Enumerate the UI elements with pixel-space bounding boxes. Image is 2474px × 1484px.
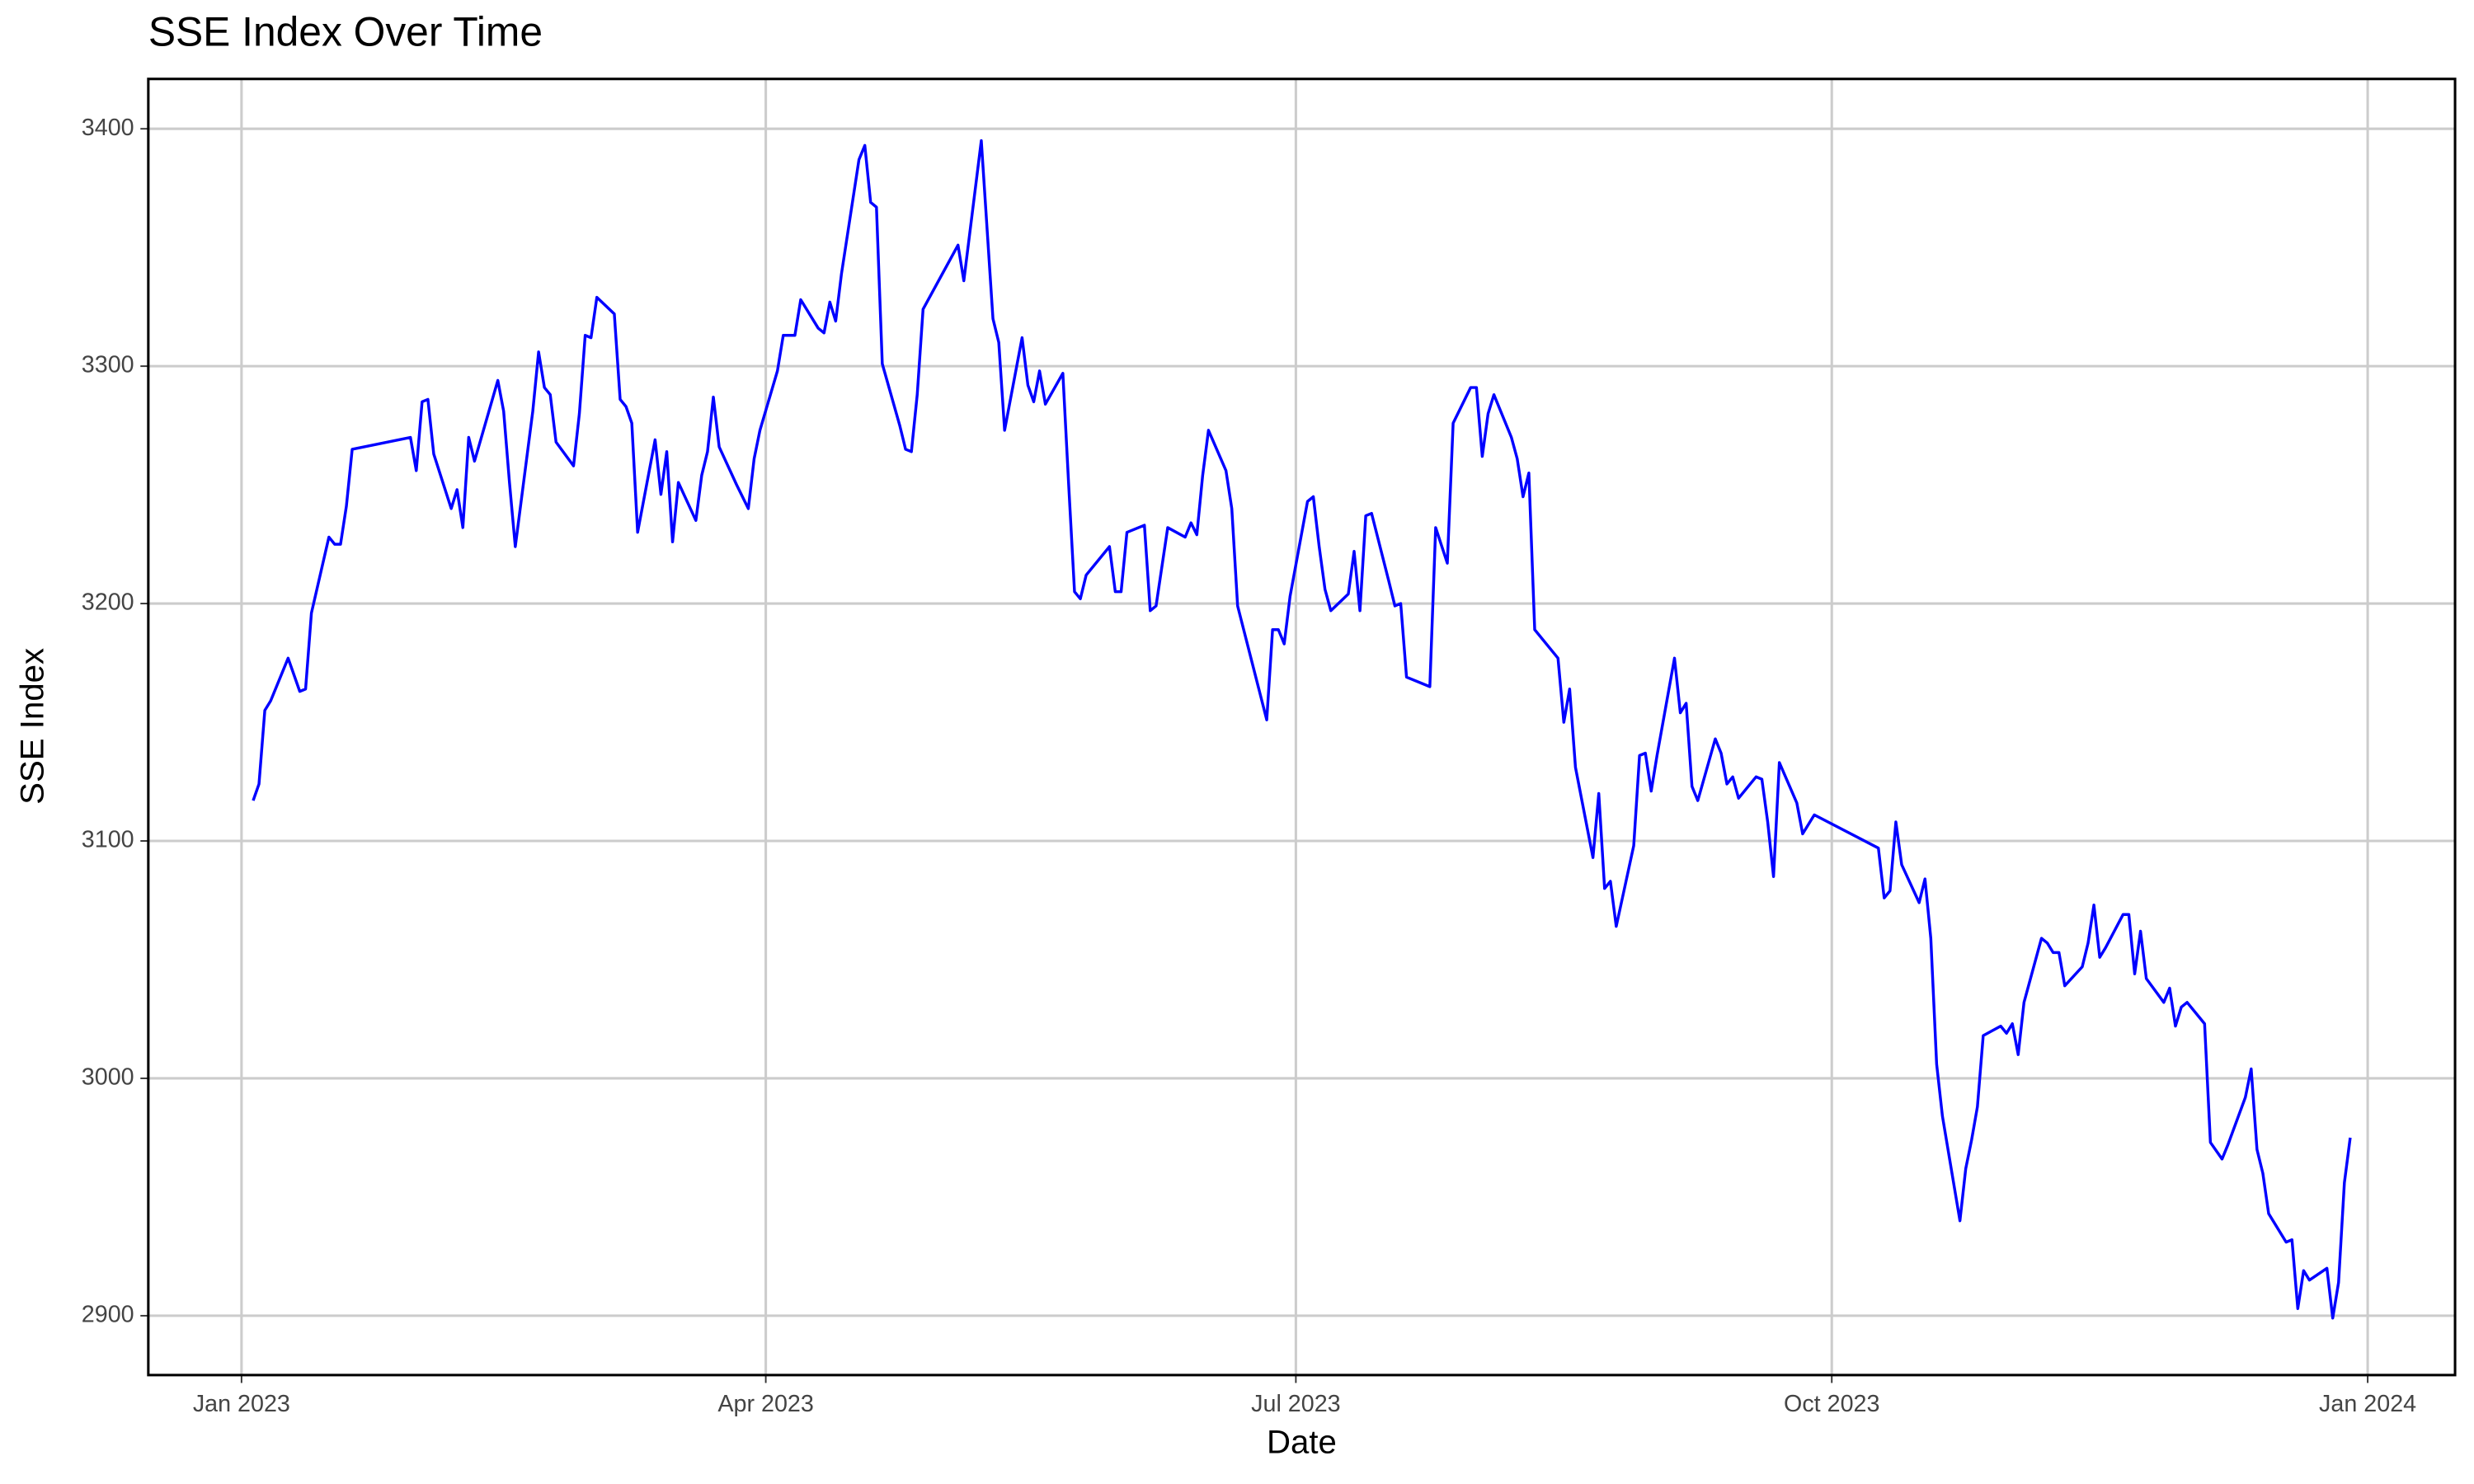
y-tick-label: 2900 bbox=[82, 1301, 134, 1327]
x-tick-label: Jan 2023 bbox=[193, 1391, 290, 1417]
y-tick-label: 3100 bbox=[82, 827, 134, 853]
plot-frame bbox=[147, 77, 2457, 1377]
y-axis-label: SSE Index bbox=[14, 648, 51, 805]
x-tick-label: Jul 2023 bbox=[1251, 1391, 1340, 1417]
data-line bbox=[252, 139, 2352, 1320]
x-axis-label: Date bbox=[1267, 1424, 1337, 1461]
y-tick-label: 3400 bbox=[82, 115, 134, 141]
x-tick-label: Apr 2023 bbox=[717, 1391, 813, 1417]
y-tick-label: 3000 bbox=[82, 1064, 134, 1091]
x-tick-label: Jan 2024 bbox=[2319, 1391, 2416, 1417]
x-tick-label: Oct 2023 bbox=[1784, 1391, 1879, 1417]
y-tick-label: 3200 bbox=[82, 589, 134, 616]
y-tick-label: 3300 bbox=[82, 352, 134, 378]
chart-title: SSE Index Over Time bbox=[148, 8, 543, 54]
